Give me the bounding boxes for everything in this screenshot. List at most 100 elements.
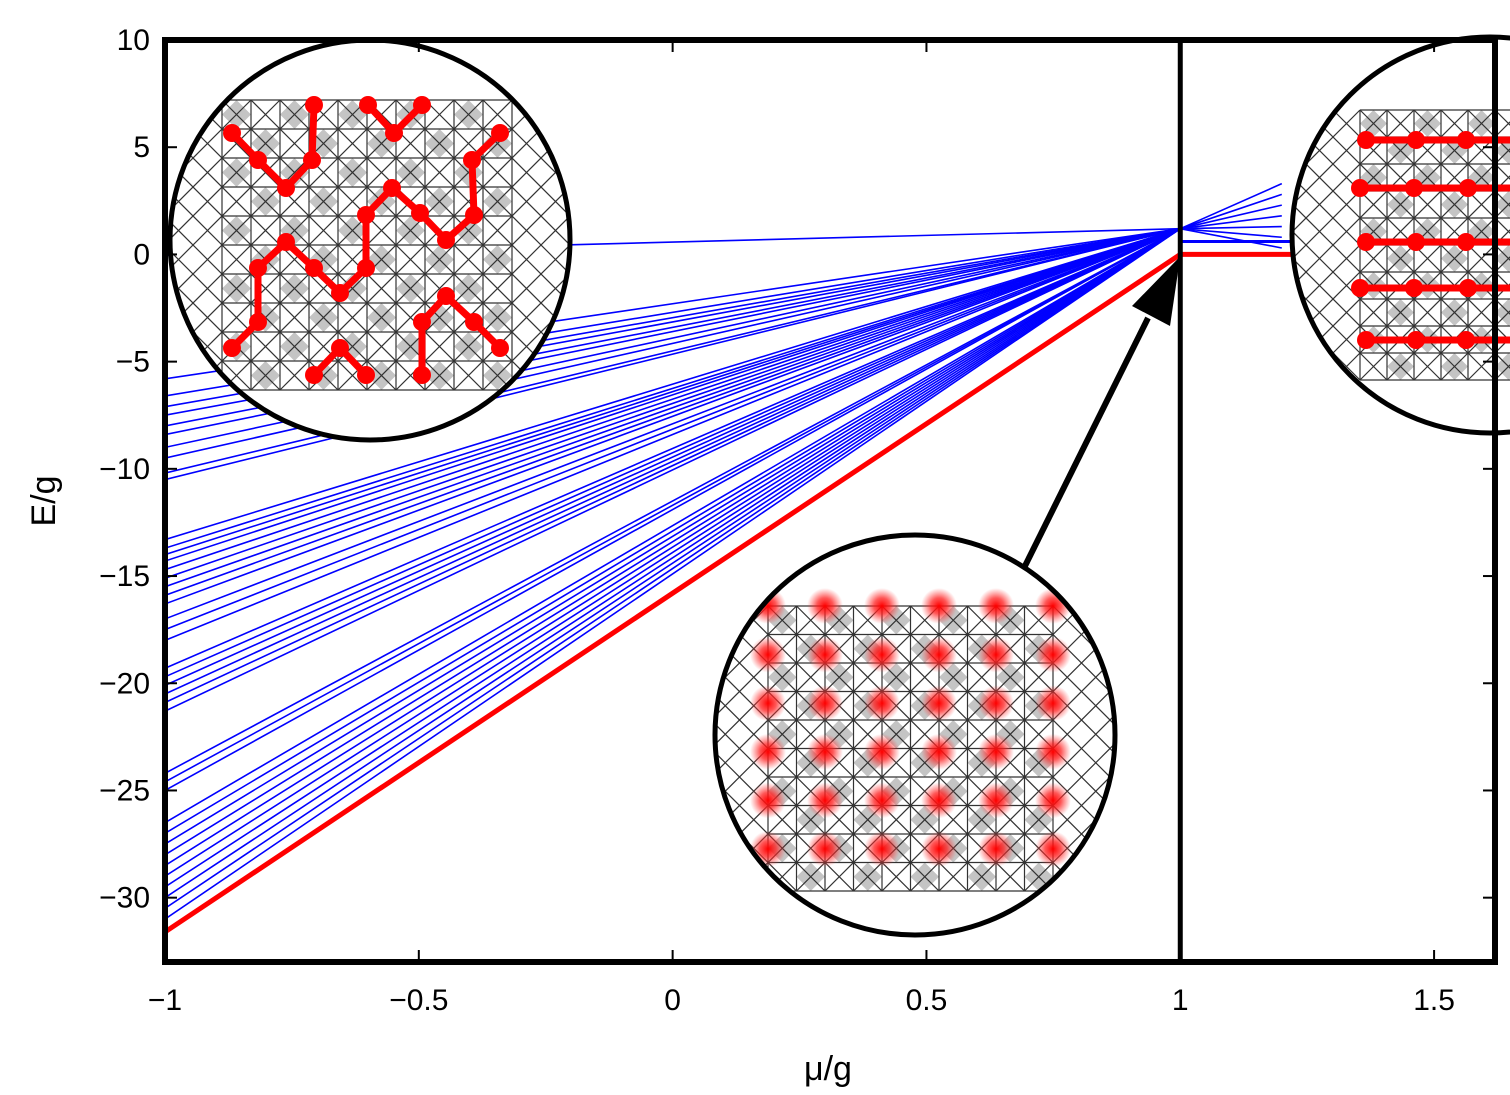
probability-glow (807, 636, 843, 673)
random-dimer-configuration (170, 40, 570, 440)
probability-glow (921, 782, 957, 819)
dimer-site (465, 313, 483, 331)
probability-glow (807, 733, 843, 770)
inset-border (712, 532, 1118, 938)
dimer-site (1457, 331, 1475, 349)
y-tick-label: −30 (99, 882, 150, 915)
y-tick-label: 0 (133, 238, 150, 271)
lattice-line (1292, 109, 1388, 381)
insets-layer (167, 34, 1510, 938)
lattice-line (1292, 109, 1469, 381)
excited-state-line (165, 227, 1181, 704)
excited-state-line (165, 227, 1181, 792)
dimer-site (249, 151, 267, 169)
dimer-site (1459, 279, 1477, 297)
dimer-site (223, 339, 241, 357)
excited-state-line (1180, 227, 1282, 239)
excited-state-line (165, 228, 1181, 845)
lattice-line (170, 99, 281, 391)
dimer-site (357, 206, 375, 224)
probability-glow (1035, 831, 1071, 867)
probability-glow (750, 733, 786, 770)
probability-glow (1035, 782, 1071, 819)
excited-state-line (165, 227, 1181, 631)
probability-glow (978, 733, 1014, 770)
lattice-line (482, 99, 570, 391)
probability-glow (750, 831, 786, 867)
probability-glow (921, 733, 957, 770)
lattice-line (366, 99, 570, 391)
lattice-line (250, 99, 542, 391)
dimer-site (437, 231, 455, 249)
dimer-site (465, 206, 483, 224)
dimer-site (277, 179, 295, 197)
dimer-site (1457, 233, 1475, 251)
lattice-line (170, 99, 397, 391)
probability-glow (978, 782, 1014, 819)
probability-glow (750, 636, 786, 673)
excited-state-line (1180, 227, 1282, 249)
excited-state-line (165, 227, 1181, 687)
dimer-site (1457, 131, 1475, 149)
dimer-site (331, 284, 349, 302)
excited-state-line (1180, 215, 1282, 230)
dimer-site (249, 313, 267, 331)
dimer-site (411, 204, 429, 222)
dimer-site (305, 259, 323, 277)
probability-glow (978, 831, 1014, 867)
dimer-site (1357, 331, 1375, 349)
lattice-line (279, 99, 570, 391)
dimer-site (1351, 179, 1369, 197)
dimer-site (305, 366, 323, 384)
probability-glow (864, 685, 900, 722)
lattice-line (170, 99, 310, 391)
dimer-site (491, 339, 509, 357)
lattice-line (1024, 605, 1115, 892)
excited-state-line (165, 228, 1181, 910)
probability-glow (921, 588, 957, 624)
probability-glow (1035, 685, 1071, 722)
dimer-site (383, 179, 401, 197)
excited-state-line (165, 227, 1181, 620)
excited-state-line (165, 227, 1181, 678)
y-tick-label: −20 (99, 667, 150, 700)
excited-state-line (165, 228, 1181, 888)
x-axis-title: μ/g (804, 1050, 852, 1088)
dimer-site (413, 96, 431, 114)
excited-state-line (165, 227, 1181, 824)
dimer-site (1405, 179, 1423, 197)
y-tick-label: −25 (99, 774, 150, 807)
probability-glow (1035, 733, 1071, 770)
dimer-site (437, 287, 455, 305)
lattice-line (1024, 605, 1115, 892)
dimer-site (1351, 279, 1369, 297)
excited-state-line (165, 227, 1181, 712)
dimer-site (305, 96, 323, 114)
dimer-site (1407, 233, 1425, 251)
x-axis-ticks: −1 −0.5 0 0.5 1 1.5 (148, 40, 1455, 1017)
y-axis-title: E/g (25, 475, 63, 526)
dimer-site (1407, 131, 1425, 149)
lattice-line (1440, 109, 1510, 381)
probability-glow (978, 588, 1014, 624)
y-tick-label: 5 (133, 131, 150, 164)
y-tick-label: −15 (99, 560, 150, 593)
lattice-line (170, 99, 339, 391)
lattice-line (1413, 109, 1510, 381)
dimer-site (463, 151, 481, 169)
excited-state-line (165, 228, 1181, 856)
lattice-line (170, 99, 368, 391)
axes-frame (162, 37, 1498, 965)
lattice-line (1292, 109, 1442, 381)
excited-state-line (1179, 182, 1283, 230)
uniform-superposition-state (715, 535, 1115, 935)
lattice-line (1386, 109, 1510, 381)
dimer-site (331, 339, 349, 357)
probability-glow (864, 733, 900, 770)
probability-glow (978, 636, 1014, 673)
probability-glow (978, 685, 1014, 722)
dimer-site (413, 313, 431, 331)
excited-state-line (165, 227, 1181, 783)
lattice-line (715, 605, 854, 892)
x-tick-label: 1.5 (1413, 984, 1455, 1017)
